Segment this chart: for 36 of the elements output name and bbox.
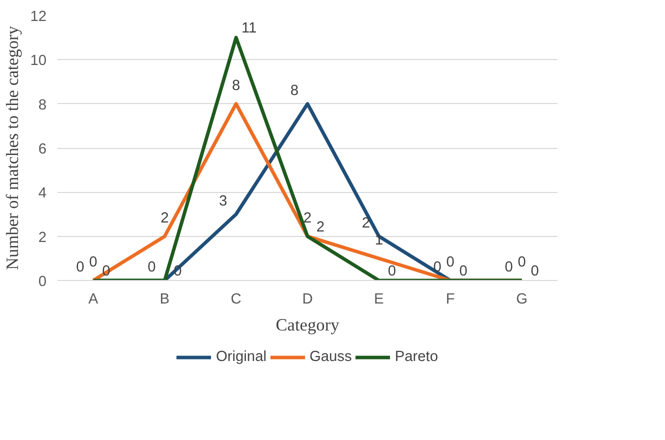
data-label: 8 <box>232 78 240 94</box>
data-label: 0 <box>388 264 396 280</box>
data-label: 0 <box>76 260 84 276</box>
y-tick-label: 2 <box>38 230 47 246</box>
data-label: 0 <box>504 260 513 276</box>
x-tick-label: F <box>446 292 455 308</box>
legend-label: Gauss <box>309 349 352 365</box>
data-label: 0 <box>530 264 539 280</box>
y-tick-label: 8 <box>38 97 47 114</box>
x-tick-label: C <box>230 292 242 308</box>
x-tick-label: G <box>516 292 528 308</box>
y-axis-title: Number of matches to the category <box>3 26 22 270</box>
data-label: 8 <box>290 82 299 99</box>
y-tick-label: 4 <box>38 186 47 202</box>
data-label: 0 <box>446 254 454 270</box>
x-tick-label: D <box>302 292 313 308</box>
data-label: 0 <box>89 254 98 270</box>
data-label: 2 <box>160 210 169 226</box>
x-axis-title: Category <box>276 316 340 334</box>
data-label: 2 <box>316 219 325 236</box>
data-label: 0 <box>518 254 526 270</box>
data-label: 0 <box>148 260 156 276</box>
data-label: 2 <box>362 215 370 232</box>
data-label: 11 <box>241 20 257 37</box>
legend-label: Pareto <box>394 349 438 365</box>
x-tick-label: A <box>88 292 98 308</box>
y-tick-label: 12 <box>30 9 47 25</box>
data-label: 0 <box>459 264 468 280</box>
legend-label: Original <box>216 349 266 365</box>
y-tick-label: 10 <box>30 53 47 70</box>
data-label: 2 <box>303 210 312 226</box>
data-label: 3 <box>218 193 228 210</box>
x-tick-label: E <box>374 292 384 308</box>
y-tick-label: 0 <box>38 274 47 290</box>
y-tick-label: 6 <box>38 142 47 158</box>
x-tick-label: B <box>160 292 170 308</box>
